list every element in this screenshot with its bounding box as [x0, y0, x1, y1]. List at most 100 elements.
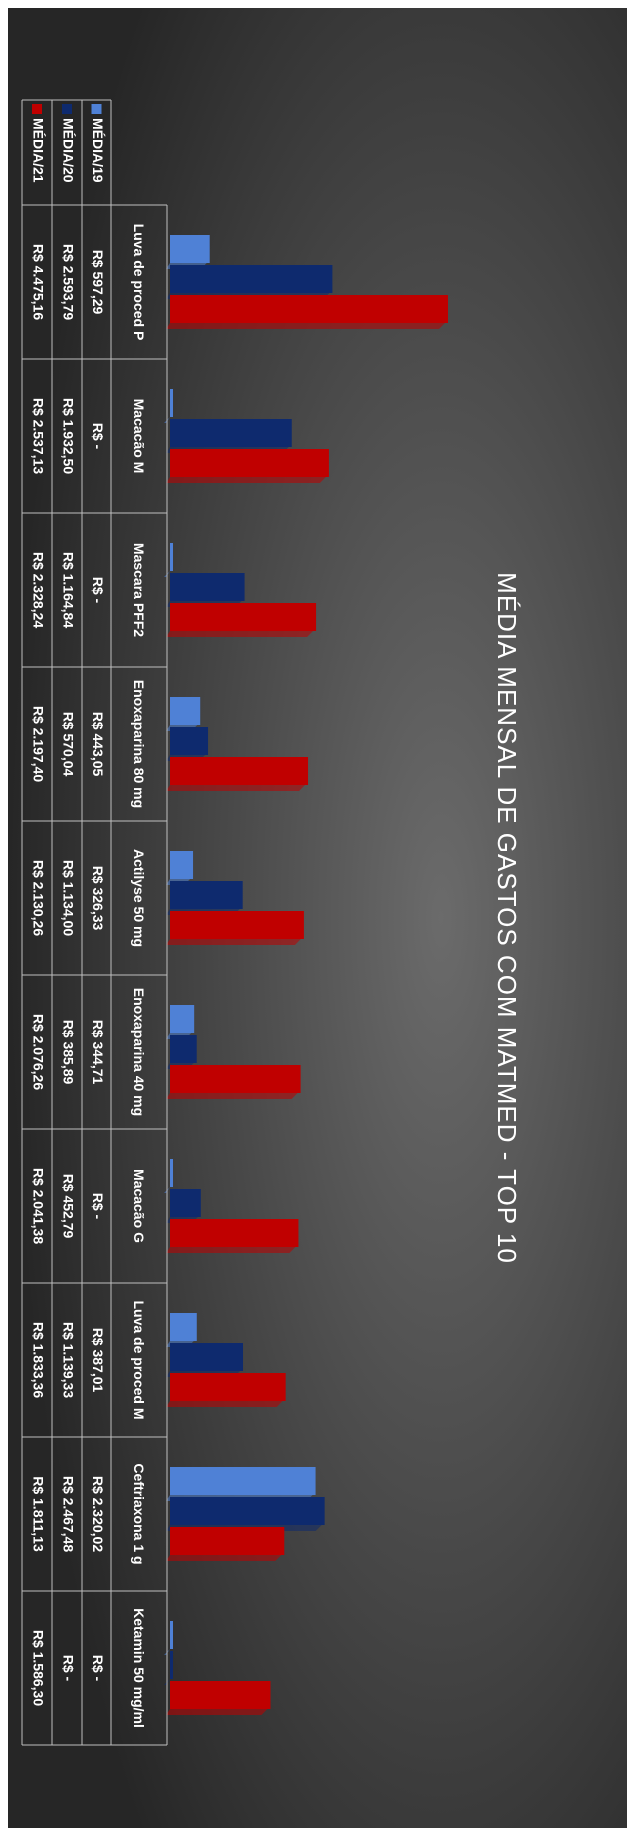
background [8, 8, 627, 1828]
category-cell: Mascara PFF2 [131, 542, 147, 638]
value-label: R$ - [90, 1655, 106, 1682]
bar-depth [166, 785, 306, 791]
value-label: R$ 2.197,40 [30, 706, 46, 782]
category-cell: Enoxaparina 80 mg [131, 679, 147, 809]
legend-swatch [62, 104, 72, 114]
bar [170, 881, 243, 909]
category-label: Macacão M [131, 398, 147, 474]
chart-title: MÉDIA MENSAL DE GASTOS COM MATMED - TOP … [492, 572, 522, 1264]
category-label: Luva de proced P [131, 223, 147, 341]
bar [170, 1651, 173, 1679]
bar [170, 727, 209, 755]
legend-swatch [32, 104, 42, 114]
bar-depth [166, 1709, 268, 1715]
bar-depth [166, 1555, 282, 1561]
category-label: Macacão G [131, 1169, 147, 1243]
bar [170, 1189, 201, 1217]
category-label: Mascara PFF2 [131, 542, 147, 638]
bar [169, 757, 309, 785]
bar [170, 419, 292, 447]
category-cell: Enoxaparina 40 mg [131, 987, 147, 1117]
bar [170, 295, 448, 323]
legend-label: MÉDIA/21 [30, 118, 46, 183]
bar [170, 911, 304, 939]
bar [170, 1681, 271, 1709]
category-label: Enoxaparina 40 mg [131, 987, 147, 1117]
value-label: R$ 2.320,02 [90, 1476, 106, 1552]
bar [170, 1497, 325, 1525]
legend-swatch [91, 104, 102, 114]
legend-label: MÉDIA/19 [90, 118, 106, 183]
category-cell: Luva de proced P [131, 223, 147, 341]
category-cell: Luva de proced M [131, 1300, 147, 1420]
category-label: Actilyse 50 mg [131, 848, 147, 948]
value-label: R$ 2.076,26 [30, 1014, 46, 1090]
bar [169, 851, 194, 879]
value-label: R$ 2.328,24 [30, 552, 46, 628]
bar [169, 573, 245, 601]
category-cell: Macacão G [131, 1169, 147, 1243]
category-cell: Actilyse 50 mg [131, 848, 147, 948]
category-label: Ketamin 50 mg/ml [131, 1608, 147, 1728]
value-label: R$ 387,01 [90, 1328, 106, 1393]
value-label: R$ - [90, 1193, 106, 1220]
bar [170, 1621, 173, 1649]
bar-depth [166, 1093, 298, 1099]
bar [169, 1343, 244, 1371]
bar [170, 1527, 285, 1555]
category-cell: Macacão M [131, 398, 147, 474]
bar [169, 1005, 195, 1033]
bar [169, 603, 317, 631]
category-label: Ceftriaxona 1 g [131, 1463, 147, 1565]
bar-depth [166, 323, 445, 329]
bar [169, 697, 201, 725]
value-label: R$ 1.164,84 [60, 552, 76, 628]
value-label: R$ - [90, 577, 106, 604]
bar-depth [166, 939, 301, 945]
bar [170, 543, 173, 571]
value-label: R$ 2.593,79 [60, 244, 76, 320]
value-label: R$ 1.811,13 [30, 1476, 46, 1552]
value-label: R$ 385,89 [60, 1020, 76, 1085]
bar-depth [166, 1247, 296, 1253]
bar [170, 235, 210, 263]
value-label: R$ 2.537,13 [30, 398, 46, 474]
value-label: R$ 570,04 [60, 712, 76, 777]
value-label: R$ 2.467,48 [60, 1476, 76, 1552]
bar-depth [166, 1401, 283, 1407]
bar [170, 1373, 286, 1401]
value-label: R$ 4.475,16 [30, 244, 46, 320]
value-label: R$ 1.139,33 [60, 1322, 76, 1398]
value-label: R$ 1.586,30 [30, 1630, 46, 1706]
bar [170, 1467, 316, 1495]
value-label: R$ 597,29 [90, 250, 106, 315]
value-label: R$ 2.041,38 [30, 1168, 46, 1244]
value-label: R$ 1.833,36 [30, 1322, 46, 1398]
value-label: R$ 344,71 [90, 1020, 106, 1085]
value-label: R$ 326,33 [90, 866, 106, 931]
bar-depth [166, 631, 314, 637]
bar [170, 1219, 299, 1247]
category-cell: Ketamin 50 mg/ml [131, 1608, 147, 1728]
bar [170, 449, 329, 477]
category-label: Enoxaparina 80 mg [131, 679, 147, 809]
value-label: R$ 452,79 [60, 1174, 76, 1239]
bar [170, 389, 173, 417]
value-label: R$ 2.130,26 [30, 860, 46, 936]
value-label: R$ 443,05 [90, 712, 106, 777]
value-label: R$ - [60, 1655, 76, 1682]
bar [169, 1065, 301, 1093]
bar-depth [166, 477, 326, 483]
bar [170, 1159, 173, 1187]
bar [170, 1035, 197, 1063]
bar [170, 265, 333, 293]
legend-label: MÉDIA/20 [60, 118, 76, 183]
category-cell: Ceftriaxona 1 g [131, 1463, 147, 1565]
bar [170, 1313, 197, 1341]
category-label: Luva de proced M [131, 1300, 147, 1420]
value-label: R$ 1.932,50 [60, 398, 76, 474]
value-label: R$ 1.134,00 [60, 860, 76, 936]
value-label: R$ - [90, 423, 106, 450]
